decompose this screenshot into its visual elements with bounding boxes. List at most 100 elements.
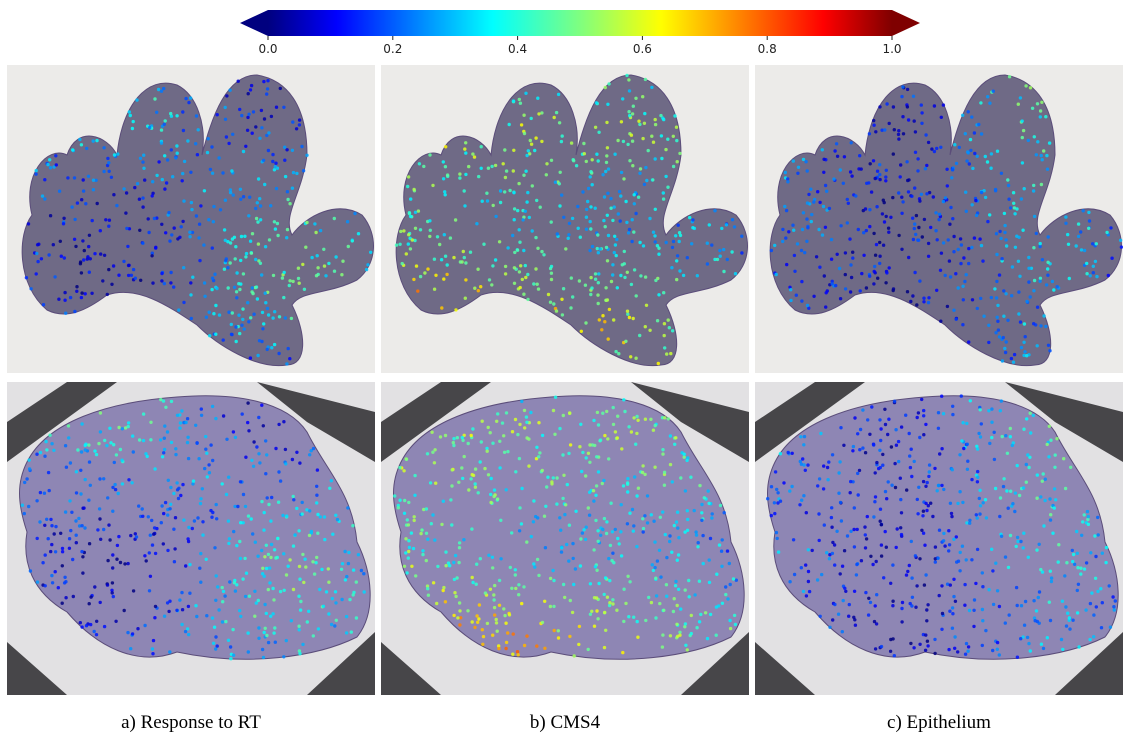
heatmap-dot [839,572,842,575]
heatmap-dot [878,105,881,108]
heatmap-dot [978,489,981,492]
heatmap-dot [221,586,224,589]
heatmap-dot [275,106,278,109]
heatmap-dot [965,642,968,645]
heatmap-dot [853,590,856,593]
heatmap-dot [591,183,594,186]
heatmap-dot [159,438,162,441]
heatmap-dot [203,189,206,192]
heatmap-dot [1036,306,1039,309]
heatmap-dot [95,453,98,456]
heatmap-dot [271,587,274,590]
heatmap-dot [560,550,563,553]
heatmap-dot [519,286,522,289]
heatmap-dot [1011,444,1014,447]
heatmap-dot [1002,289,1005,292]
heatmap-dot [1018,275,1021,278]
heatmap-dot [709,613,712,616]
heatmap-dot [517,593,520,596]
heatmap-dot [494,164,497,167]
heatmap-dot [82,189,85,192]
heatmap-dot [442,177,445,180]
heatmap-dot [429,229,432,232]
heatmap-dot [635,432,638,435]
heatmap-dot [630,240,633,243]
heatmap-dot [1077,645,1080,648]
heatmap-dot [968,609,971,612]
heatmap-dot [1011,502,1014,505]
heatmap-dot [839,426,842,429]
heatmap-dot [166,430,169,433]
heatmap-dot [496,630,499,633]
heatmap-dot [251,292,254,295]
heatmap-dot [952,538,955,541]
heatmap-dot [550,272,553,275]
heatmap-dot [298,461,301,464]
heatmap-dot [436,565,439,568]
heatmap-dot [1039,324,1042,327]
heatmap-dot [885,546,888,549]
heatmap-dot [879,466,882,469]
heatmap-dot [976,307,979,310]
heatmap-dot [212,642,215,645]
heatmap-dot [305,154,308,157]
heatmap-dot [527,149,530,152]
heatmap-dot [925,509,928,512]
heatmap-dot [707,502,710,505]
heatmap-dot [164,406,167,409]
heatmap-dot [518,270,521,273]
heatmap-dot [674,436,677,439]
heatmap-dot [597,540,600,543]
heatmap-dot [141,205,144,208]
heatmap-dot [589,293,592,296]
heatmap-dot [571,611,574,614]
heatmap-dot [558,204,561,207]
heatmap-dot [89,257,92,260]
heatmap-dot [523,132,526,135]
heatmap-dot [585,228,588,231]
heatmap-dot [525,200,528,203]
heatmap-dot [996,150,999,153]
heatmap-dot [175,481,178,484]
heatmap-dot [613,235,616,238]
heatmap-dot [352,568,355,571]
heatmap-dot [142,412,145,415]
heatmap-dot [463,455,466,458]
heatmap-dot [125,191,128,194]
heatmap-dot [887,227,890,230]
heatmap-dot [180,591,183,594]
heatmap-dot [846,198,849,201]
heatmap-dot [43,197,46,200]
heatmap-dot [676,526,679,529]
heatmap-dot [896,527,899,530]
heatmap-dot [138,229,141,232]
heatmap-dot [531,229,534,232]
heatmap-dot [557,636,560,639]
heatmap-dot [1087,515,1090,518]
heatmap-dot [514,573,517,576]
heatmap-dot [163,154,166,157]
heatmap-dot [942,539,945,542]
heatmap-dot [636,620,639,623]
heatmap-dot [927,301,930,304]
heatmap-dot [574,510,577,513]
heatmap-dot [1023,322,1026,325]
heatmap-dot [178,426,181,429]
heatmap-dot [248,595,251,598]
heatmap-dot [622,177,625,180]
heatmap-dot [958,569,961,572]
heatmap-dot [691,218,694,221]
heatmap-dot [843,549,846,552]
heatmap-dot [872,159,875,162]
heatmap-dot [606,259,609,262]
heatmap-dot [262,656,265,659]
heatmap-dot [808,590,811,593]
heatmap-dot [706,242,709,245]
heatmap-dot [204,435,207,438]
heatmap-dot [666,186,669,189]
heatmap-dot [626,575,629,578]
heatmap-dot [221,482,224,485]
heatmap-dot [214,333,217,336]
heatmap-dot [996,304,999,307]
heatmap-dot [423,271,426,274]
